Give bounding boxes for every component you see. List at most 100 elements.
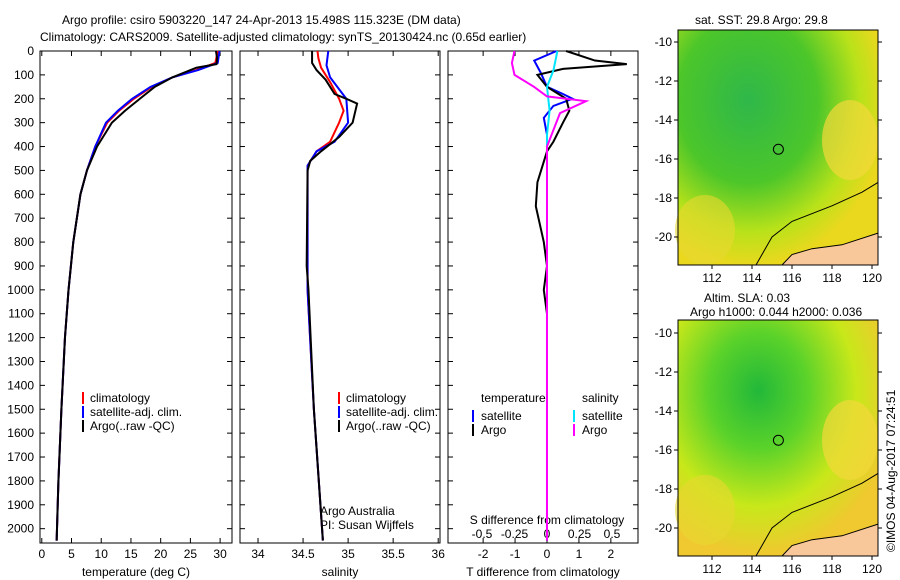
sla-map-title-1: Altim. SLA: 0.03 <box>704 291 791 305</box>
x-tick-label: 10 <box>95 547 109 561</box>
legend-label: satellite <box>582 409 623 423</box>
x-tick-label: 25 <box>184 547 198 561</box>
legend-swatch <box>338 392 340 404</box>
x-axis-label: salinity <box>322 565 359 579</box>
y-tick-label: 300 <box>14 116 34 130</box>
y-tick-label: 1200 <box>7 331 34 345</box>
legend-swatch <box>338 406 340 418</box>
lon-tick-label: 118 <box>822 271 841 285</box>
title-line-1: Argo profile: csiro 5903220_147 24-Apr-2… <box>62 13 461 27</box>
legend-swatch <box>472 424 474 436</box>
x-tick-label: 15 <box>124 547 138 561</box>
legend-title-temperature: temperature <box>481 391 546 405</box>
y-tick-label: 400 <box>14 140 34 154</box>
panel-salinity: 34 34.5 35 35.5 36 salinity climatologysatelli… <box>239 50 445 579</box>
sst-map-title: sat. SST: 29.8 Argo: 29.8 <box>695 13 828 27</box>
x-tick-label: 30 <box>213 547 227 561</box>
lat-tick-label: -10 <box>655 35 673 49</box>
lat-tick-label: -20 <box>655 230 673 244</box>
legend-label: Argo(..raw -QC) <box>90 419 175 433</box>
y-tick-label: 1600 <box>7 426 34 440</box>
x-tick-label: 5 <box>68 547 75 561</box>
warm-patch <box>675 475 735 545</box>
lon-tick-label: 116 <box>782 271 801 285</box>
x-tick-label: 1 <box>576 547 583 561</box>
legend-swatch <box>82 406 84 418</box>
y-tick-label: 0 <box>27 44 34 58</box>
legend-swatch <box>573 410 575 422</box>
y-tick-label: 1000 <box>7 283 34 297</box>
imos-credit: ©IMOS 04-Aug-2017 07:24:51 <box>884 389 898 552</box>
y-tick-label: 1700 <box>7 450 34 464</box>
series-line-argo-raw-qc- <box>305 51 359 541</box>
x-tick-label: 0 <box>38 547 45 561</box>
series-line-t-satellite <box>532 50 576 541</box>
legend-label: climatology <box>346 391 406 405</box>
lat-tick-label: -16 <box>655 443 673 457</box>
warm-patch <box>822 100 878 180</box>
legend-swatch <box>338 420 340 432</box>
y-tick-label: 1900 <box>7 498 34 512</box>
sla-map-title-2: Argo h1000: 0.044 h2000: 0.036 <box>690 305 863 319</box>
lon-tick-label: 120 <box>862 271 882 285</box>
lon-tick-label: 114 <box>742 562 761 576</box>
map-frame <box>677 29 879 266</box>
x-tick-label: 35.5 <box>381 547 405 561</box>
isobath-line <box>755 472 879 557</box>
x-tick-label: 20 <box>154 547 168 561</box>
legend-title-salinity: salinity <box>582 391 619 405</box>
panel-difference: -2 -1 0 1 2 T difference from climatology -0.5… <box>447 50 639 579</box>
legend-label: Argo <box>481 423 507 437</box>
lat-tick-label: -14 <box>655 113 673 127</box>
sst-map: -10 -12 -14 -16 -18 -20 112 114 116 118 120 <box>655 29 882 285</box>
lat-tick-label: -12 <box>655 365 673 379</box>
series-line-argo-raw-qc- <box>55 50 219 541</box>
x2-tick-label: 0.25 <box>568 527 592 541</box>
x-axis-label: T difference from climatology <box>466 565 620 579</box>
legend-label: Argo(..raw -QC) <box>346 419 431 433</box>
plot-frame <box>447 50 639 544</box>
x-tick-label: 0 <box>544 547 551 561</box>
y-tick-label: 800 <box>14 235 34 249</box>
legend-swatch <box>472 410 474 422</box>
y-tick-label: 1500 <box>7 402 34 416</box>
map-frame <box>677 319 879 557</box>
legend-label: satellite-adj. clim. <box>346 405 438 419</box>
x-tick-label: -1 <box>510 547 521 561</box>
y-tick-label: 500 <box>14 163 34 177</box>
y-tick-label: 1800 <box>7 474 34 488</box>
legend-label: climatology <box>90 391 150 405</box>
legend-swatch <box>573 424 575 436</box>
lon-tick-label: 112 <box>702 562 721 576</box>
isobath-line <box>755 181 879 266</box>
lon-tick-label: 116 <box>782 562 801 576</box>
lat-tick-label: -20 <box>655 521 673 535</box>
legend-label: satellite-adj. clim. <box>90 405 182 419</box>
lat-tick-label: -10 <box>655 326 673 340</box>
y-tick-label: 700 <box>14 211 34 225</box>
x-tick-label: 34 <box>251 547 265 561</box>
x-tick-label: 34.5 <box>291 547 315 561</box>
title-line-2: Climatology: CARS2009. Satellite-adjuste… <box>40 30 527 44</box>
legend-label: satellite <box>481 409 522 423</box>
y-tick-label: 2000 <box>7 522 34 536</box>
sla-map: -10 -12 -14 -16 -18 -20 112 114 116 118 120 <box>655 319 882 576</box>
y-tick-label: 100 <box>14 68 34 82</box>
y-tick-label: 1100 <box>8 307 34 321</box>
plot-frame <box>239 50 441 544</box>
lat-tick-label: -12 <box>655 74 673 88</box>
y-tick-label: 600 <box>14 187 34 201</box>
lon-tick-label: 112 <box>702 271 721 285</box>
y-tick-label: 1300 <box>7 354 34 368</box>
lon-tick-label: 114 <box>742 271 761 285</box>
x2-tick-label: 0.5 <box>604 527 621 541</box>
y-tick-label: 200 <box>14 92 34 106</box>
x-tick-label: 35 <box>341 547 355 561</box>
annotation-text: PI: Susan Wijffels <box>320 518 414 532</box>
x-tick-label: 2 <box>608 547 615 561</box>
lat-tick-label: -18 <box>655 191 673 205</box>
warm-patch <box>822 400 878 480</box>
annotation-text: Argo Australia <box>320 504 395 518</box>
